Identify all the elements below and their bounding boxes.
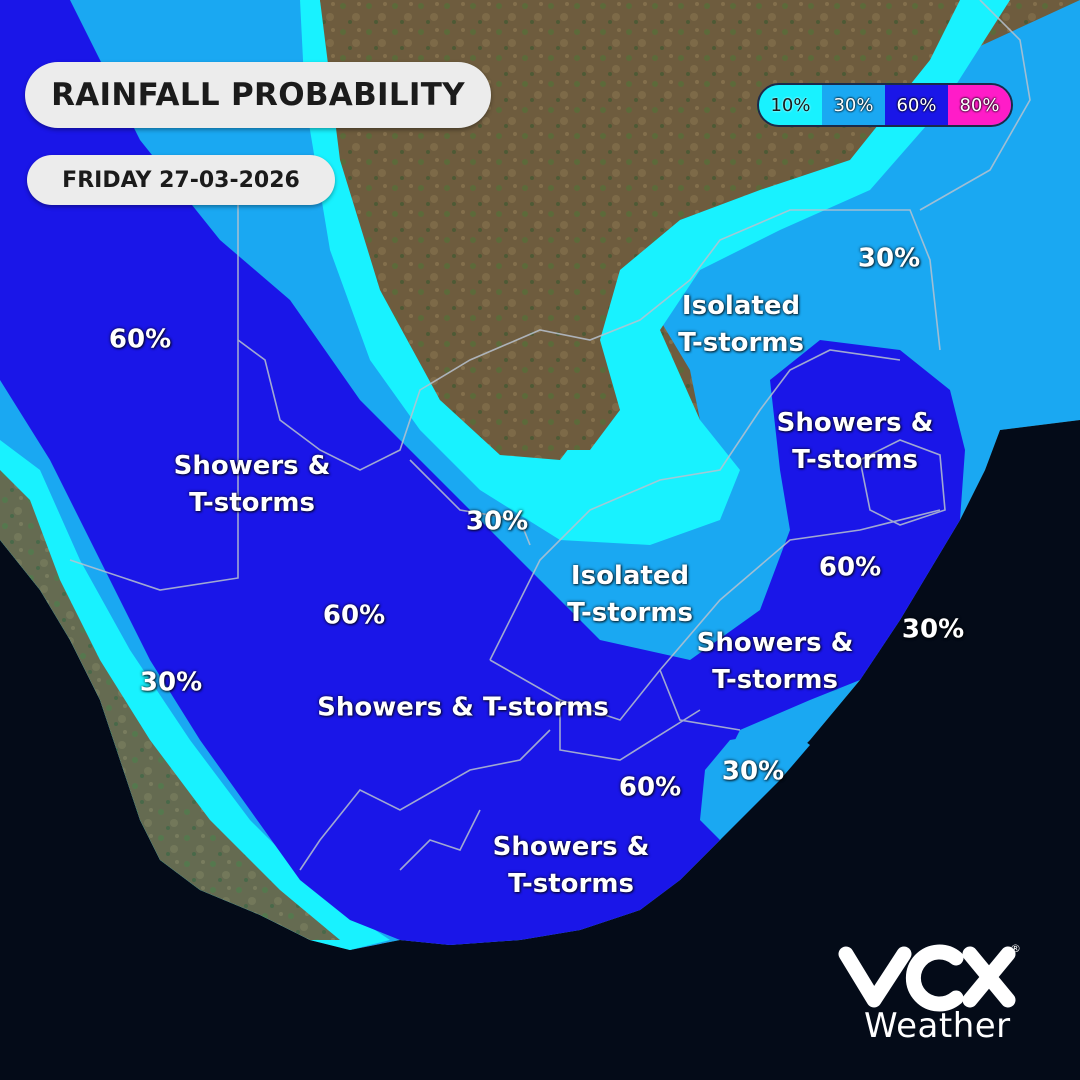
probability-legend: 10% 30% 60% 80% xyxy=(757,83,1013,127)
country-borders xyxy=(69,0,1031,871)
legend-item-10: 10% xyxy=(759,85,822,125)
map-label-probability: 30% xyxy=(857,243,921,274)
page-title: RAINFALL PROBABILITY xyxy=(25,62,491,128)
map-label-probability: 30% xyxy=(901,614,965,645)
probability-zone-30 xyxy=(700,730,810,840)
legend-item-30: 30% xyxy=(822,85,885,125)
legend-item-60: 60% xyxy=(885,85,948,125)
map-label-forecast: Showers & T-storms xyxy=(173,451,331,518)
map-label-probability: 30% xyxy=(465,506,529,537)
map-label-probability: 30% xyxy=(139,667,203,698)
no-rain-land xyxy=(0,470,340,940)
forecast-date: FRIDAY 27-03-2026 xyxy=(27,155,335,205)
map-label-probability: 30% xyxy=(721,756,785,787)
registered-mark: ® xyxy=(1010,942,1021,955)
map-label-probability: 60% xyxy=(618,772,682,803)
brand-logo: ® Weather xyxy=(832,938,1022,1048)
map-label-probability: 60% xyxy=(322,600,386,631)
map-label-forecast: Showers & T-storms xyxy=(492,832,650,899)
map-label-forecast: Showers & T-storms xyxy=(317,692,609,723)
probability-zone-60 xyxy=(0,0,965,945)
map-label-forecast: Isolated T-storms xyxy=(567,561,693,628)
map-label-forecast: Showers & T-storms xyxy=(696,628,854,695)
legend-item-80: 80% xyxy=(948,85,1011,125)
brand-name: Weather xyxy=(864,1006,1011,1046)
map-label-probability: 60% xyxy=(818,552,882,583)
map-label-probability: 60% xyxy=(108,324,172,355)
vox-logo-icon xyxy=(838,944,1016,1012)
probability-zone-10 xyxy=(300,0,1010,545)
map-label-forecast: Isolated T-storms xyxy=(678,291,804,358)
map-label-forecast: Showers & T-storms xyxy=(776,408,934,475)
